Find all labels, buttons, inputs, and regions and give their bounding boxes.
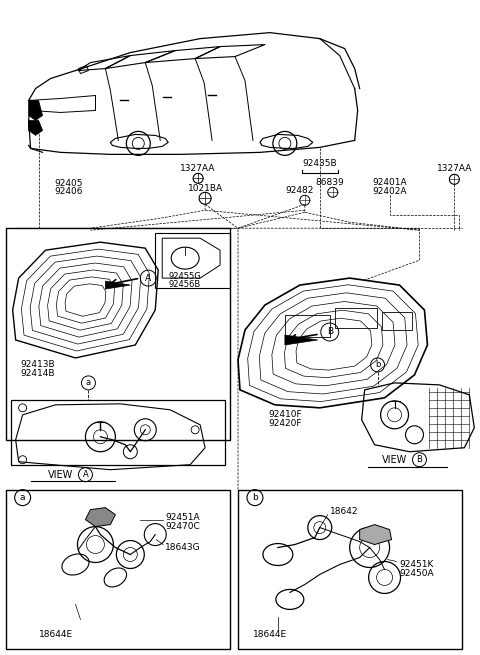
Text: 92402A: 92402A (372, 187, 407, 196)
Text: 92470C: 92470C (165, 522, 200, 531)
Text: VIEW: VIEW (48, 470, 73, 479)
Text: 92435B: 92435B (302, 159, 337, 168)
Text: 18643G: 18643G (165, 543, 201, 552)
Bar (238, 490, 462, 649)
Text: a: a (86, 379, 91, 387)
Text: 92413B: 92413B (21, 360, 55, 369)
Bar (285, 315, 330, 337)
Polygon shape (106, 281, 130, 289)
Text: 92406: 92406 (54, 187, 83, 196)
Text: a: a (20, 493, 25, 502)
Text: 92410F: 92410F (268, 410, 301, 419)
Text: 92401A: 92401A (372, 178, 407, 187)
Text: A: A (83, 470, 88, 479)
Text: 1327AA: 1327AA (437, 164, 472, 173)
Text: 92451A: 92451A (165, 513, 200, 522)
Bar (6, 228, 230, 440)
Text: 92420F: 92420F (268, 419, 301, 428)
Text: 1021BA: 1021BA (188, 184, 223, 193)
Text: 92482: 92482 (286, 186, 314, 195)
Text: 86839: 86839 (315, 178, 344, 187)
Text: 92405: 92405 (54, 179, 83, 188)
Text: b: b (252, 493, 258, 502)
Bar (11, 400, 225, 464)
Text: B: B (327, 328, 333, 337)
Text: B: B (417, 455, 422, 464)
Polygon shape (285, 335, 318, 345)
Polygon shape (360, 525, 392, 544)
Text: b: b (375, 360, 380, 369)
Bar (382, 312, 411, 330)
Text: 18644E: 18644E (253, 630, 287, 639)
Polygon shape (29, 121, 43, 136)
Text: 92450A: 92450A (399, 569, 434, 578)
Text: 18642: 18642 (330, 507, 358, 516)
Text: 18644E: 18644E (38, 630, 72, 639)
Bar (155, 233, 230, 288)
Text: 92455G: 92455G (168, 272, 201, 280)
Polygon shape (29, 100, 43, 121)
Text: 92414B: 92414B (21, 369, 55, 379)
Text: A: A (145, 274, 151, 282)
Bar (6, 490, 230, 649)
Polygon shape (85, 508, 115, 527)
Text: 92451K: 92451K (399, 560, 434, 569)
Text: 92456B: 92456B (168, 280, 201, 289)
Text: 1327AA: 1327AA (180, 164, 216, 173)
Text: VIEW: VIEW (382, 455, 407, 464)
Bar (335, 308, 377, 328)
